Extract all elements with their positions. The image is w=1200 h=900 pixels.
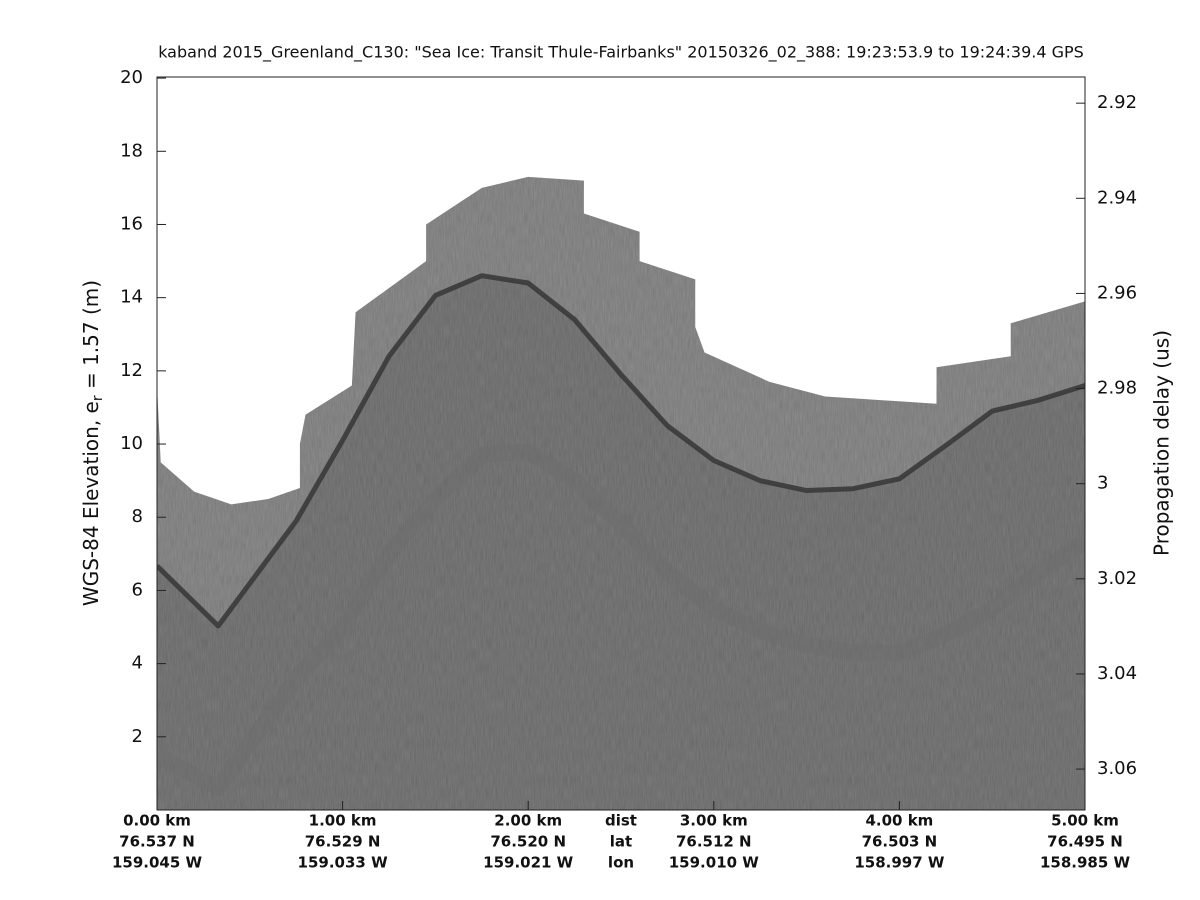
subsurface-region — [157, 275, 1085, 810]
y2-tick-label: 2.92 — [1097, 92, 1137, 113]
y2-tick-label: 3.06 — [1097, 758, 1137, 779]
surface-line — [157, 273, 1085, 629]
y2-tick-label: 2.96 — [1097, 282, 1137, 303]
lat-label: 76.520 N — [490, 833, 566, 851]
y-axis-label: WGS-84 Elevation, er = 1.57 (m) — [79, 280, 107, 606]
y-tick-label: 10 — [120, 433, 143, 454]
lat-label: 76.512 N — [676, 833, 752, 851]
x-tick-label: 5.00 km — [1051, 812, 1119, 830]
lon-label: 159.033 W — [298, 854, 389, 872]
y-tick-label: 14 — [120, 287, 143, 308]
y-tick-label: 2 — [132, 726, 143, 747]
x-tick-label: 1.00 km — [309, 812, 377, 830]
y2-tick-label: 2.94 — [1097, 187, 1137, 208]
lon-label: 158.985 W — [1040, 854, 1131, 872]
lat-label: 76.495 N — [1047, 833, 1123, 851]
lon-label: 159.021 W — [483, 854, 574, 872]
y-tick-label: 20 — [120, 67, 143, 88]
row-label: lon — [608, 854, 634, 872]
lat-label: 76.529 N — [305, 833, 381, 851]
axes-box — [156, 76, 1086, 811]
y-label-main: WGS-84 Elevation, e — [79, 401, 103, 606]
y-label-sub: r — [90, 395, 106, 401]
y2-tick-label: 3.04 — [1097, 663, 1137, 684]
y-tick-label: 16 — [120, 213, 143, 234]
row-label: lat — [610, 833, 632, 851]
x-tick-label: 4.00 km — [865, 812, 933, 830]
y-tick-label: 6 — [132, 579, 143, 600]
x-tick-label: 3.00 km — [680, 812, 748, 830]
lat-label: 76.503 N — [862, 833, 938, 851]
x-tick-label: 0.00 km — [123, 812, 191, 830]
y2-tick-label: 3.02 — [1097, 568, 1137, 589]
chart-title: kaband 2015_Greenland_C130: "Sea Ice: Tr… — [158, 43, 1084, 63]
layer-line — [157, 443, 1085, 797]
plot-area — [157, 176, 1085, 810]
lat-label: 76.537 N — [119, 833, 195, 851]
y2-tick-label: 2.98 — [1097, 378, 1137, 399]
y-tick-label: 12 — [120, 360, 143, 381]
y-label-rest: = 1.57 (m) — [79, 280, 103, 395]
x-tick-label: 2.00 km — [494, 812, 562, 830]
y2-axis-label: Propagation delay (us) — [1150, 330, 1174, 556]
y2-tick-label: 3 — [1097, 473, 1108, 494]
lon-label: 159.045 W — [112, 854, 203, 872]
y-tick-label: 8 — [132, 506, 143, 527]
lon-label: 158.997 W — [854, 854, 945, 872]
row-label: dist — [605, 812, 637, 830]
y-tick-label: 4 — [132, 653, 143, 674]
lon-label: 159.010 W — [669, 854, 760, 872]
y-tick-label: 18 — [120, 140, 143, 161]
